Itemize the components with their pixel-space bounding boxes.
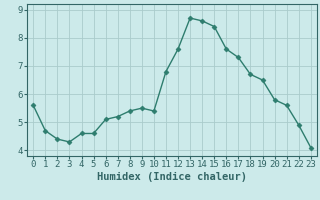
X-axis label: Humidex (Indice chaleur): Humidex (Indice chaleur) bbox=[97, 172, 247, 182]
